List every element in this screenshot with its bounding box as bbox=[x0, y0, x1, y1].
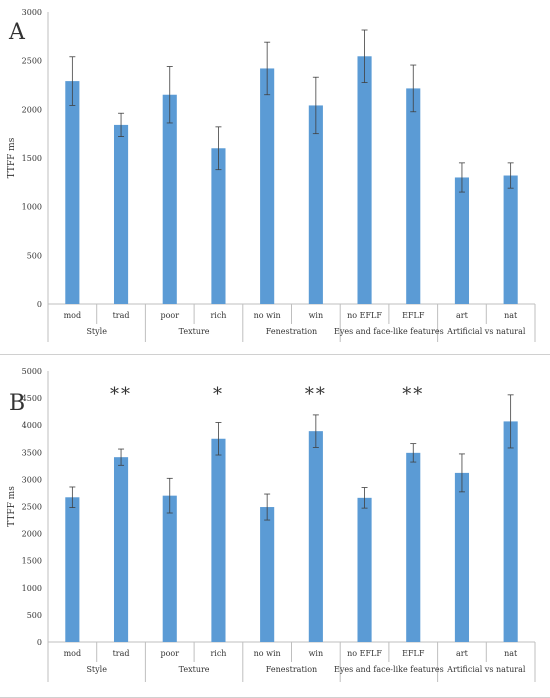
chart-b-significance-marker-3: * bbox=[213, 384, 224, 405]
chart-a-category-label-5: win bbox=[309, 311, 324, 320]
chart-b-significance-marker-1: ** bbox=[110, 384, 132, 405]
chart-a-y-tick-label: 2000 bbox=[22, 105, 42, 114]
chart-a-y-tick-label: 500 bbox=[27, 251, 42, 260]
chart-b-bar-0 bbox=[65, 497, 80, 642]
chart-b-y-tick-label: 1500 bbox=[22, 557, 42, 566]
chart-b-y-tick-label: 0 bbox=[37, 638, 42, 647]
chart-a-category-label-1: trad bbox=[113, 311, 130, 320]
chart-a-bar-4 bbox=[260, 68, 275, 304]
chart-a-bar-8 bbox=[454, 177, 470, 304]
chart-a-category-label-7: EFLF bbox=[402, 311, 425, 320]
chart-b-category-label-5: win bbox=[309, 649, 324, 658]
chart-b-bar-6 bbox=[357, 497, 372, 642]
chart-a-bar-7 bbox=[406, 88, 421, 304]
chart-b-bar-8 bbox=[454, 472, 470, 642]
chart-b-category-label-2: poor bbox=[160, 649, 179, 658]
chart-b-significance-marker-7: ** bbox=[402, 384, 424, 405]
chart-a-category-label-0: mod bbox=[64, 311, 82, 320]
chart-b-bar-9 bbox=[503, 421, 518, 642]
chart-b-y-tick-label: 2000 bbox=[22, 530, 42, 539]
chart-panel-a: A 0 500 1000 1500 2000 2500 3000 TTFF ms mod trad p… bbox=[0, 0, 550, 346]
chart-a-y-tick-label: 1500 bbox=[22, 154, 42, 163]
chart-b-category-label-4: no win bbox=[254, 649, 281, 658]
chart-a-category-label-8: art bbox=[456, 311, 469, 320]
chart-a-y-tick-label: 0 bbox=[37, 300, 42, 309]
chart-a-category-label-9: nat bbox=[504, 311, 518, 320]
chart-a-category-label-6: no EFLF bbox=[347, 311, 382, 320]
chart-b-y-tick-label: 4000 bbox=[22, 421, 42, 430]
chart-b-category-label-3: rich bbox=[210, 649, 226, 658]
chart-b-category-label-1: trad bbox=[113, 649, 130, 658]
chart-b-group-label-2: Fenestration bbox=[266, 665, 317, 674]
chart-b-bar-1 bbox=[113, 457, 129, 642]
chart-b-panel-label: B bbox=[9, 391, 25, 416]
chart-b-svg: B 0 500 1000 1500 2000 2500 3000 3500 4000 4500 500… bbox=[7, 367, 536, 682]
chart-b-bar-5 bbox=[308, 431, 323, 642]
chart-a-group-label-4: Artificial vs natural bbox=[446, 327, 526, 336]
chart-a-group-label-2: Fenestration bbox=[266, 327, 317, 336]
chart-a-category-label-3: rich bbox=[210, 311, 226, 320]
chart-b-y-tick-label: 500 bbox=[27, 611, 42, 620]
chart-a-bar-5 bbox=[308, 105, 323, 304]
chart-a-bar-0 bbox=[65, 81, 80, 305]
chart-a-group-label-1: Texture bbox=[179, 327, 210, 336]
chart-b-y-tick-label: 3000 bbox=[22, 475, 42, 484]
chart-panel-b: B 0 500 1000 1500 2000 2500 3000 3500 4000 4500 500… bbox=[0, 354, 550, 698]
chart-a-bar-6 bbox=[357, 56, 372, 304]
chart-b-category-label-6: no EFLF bbox=[347, 649, 382, 658]
chart-b-group-label-1: Texture bbox=[179, 665, 210, 674]
chart-b-group-label-3: Eyes and face-like features bbox=[334, 665, 444, 674]
chart-a-y-tick-label: 1000 bbox=[22, 203, 42, 212]
chart-b-significance-marker-5: ** bbox=[305, 384, 327, 405]
chart-b-category-label-9: nat bbox=[504, 649, 518, 658]
chart-b-y-tick-label: 3500 bbox=[22, 448, 42, 457]
chart-b-bar-7 bbox=[406, 452, 421, 642]
chart-b-y-tick-label: 5000 bbox=[22, 367, 42, 376]
chart-b-category-label-7: EFLF bbox=[402, 649, 425, 658]
chart-a-category-label-4: no win bbox=[254, 311, 281, 320]
chart-a-category-label-2: poor bbox=[160, 311, 179, 320]
chart-a-group-label-3: Eyes and face-like features bbox=[334, 327, 444, 336]
chart-b-bar-3 bbox=[211, 438, 226, 642]
chart-a-bar-2 bbox=[162, 94, 177, 304]
chart-b-group-label-0: Style bbox=[86, 665, 107, 674]
chart-a-group-label-0: Style bbox=[86, 327, 107, 336]
chart-b-category-label-0: mod bbox=[64, 649, 82, 658]
chart-b-category-label-8: art bbox=[456, 649, 469, 658]
chart-a-y-axis-title: TTFF ms bbox=[7, 137, 17, 178]
chart-a-panel-label: A bbox=[8, 20, 26, 45]
chart-a-bar-9 bbox=[503, 175, 518, 304]
chart-b-y-tick-label: 4500 bbox=[22, 394, 42, 403]
chart-b-y-tick-label: 1000 bbox=[22, 584, 42, 593]
chart-b-y-tick-label: 2500 bbox=[22, 503, 42, 512]
chart-a-y-tick-label: 3000 bbox=[22, 8, 42, 17]
chart-a-svg: A 0 500 1000 1500 2000 2500 3000 TTFF ms mod trad p… bbox=[7, 8, 536, 342]
chart-b-y-axis-title: TTFF ms bbox=[7, 486, 17, 527]
chart-b-bar-2 bbox=[162, 495, 177, 642]
chart-b-bar-4 bbox=[260, 507, 275, 642]
chart-a-bar-3 bbox=[211, 148, 226, 304]
chart-a-bar-1 bbox=[113, 124, 129, 304]
chart-b-group-label-4: Artificial vs natural bbox=[446, 665, 526, 674]
chart-a-y-tick-label: 2500 bbox=[22, 57, 42, 66]
